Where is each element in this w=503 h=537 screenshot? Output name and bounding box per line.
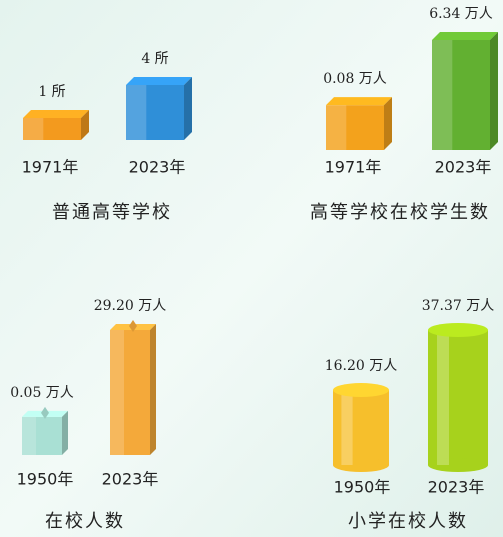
category-label: 1950年 (17, 470, 74, 489)
bar-highlight (22, 416, 36, 455)
bar (23, 118, 81, 140)
bar-bottom (428, 458, 488, 472)
bar-side (490, 32, 498, 150)
bar-side (184, 77, 192, 140)
bar (432, 40, 490, 150)
bar-highlight (126, 85, 147, 140)
bar (333, 390, 389, 465)
bar-highlight (432, 40, 453, 150)
chart-title: 普通高等学校 (52, 202, 172, 223)
bar-side (81, 110, 89, 140)
value-label: 0.05 万人 (10, 385, 74, 401)
bar-top (23, 110, 89, 118)
value-label: 16.20 万人 (325, 358, 398, 374)
category-label: 1950年 (334, 478, 391, 497)
bar-highlight (326, 105, 347, 150)
bar-highlight (437, 330, 449, 465)
chart-title: 高等学校在校学生数 (310, 202, 490, 223)
bar-top (126, 77, 192, 85)
bar-top (432, 32, 498, 40)
bar-gem (41, 406, 49, 419)
bar-gem (129, 320, 137, 332)
bar-top (428, 323, 488, 337)
bar (326, 105, 384, 150)
bar-highlight (23, 118, 44, 140)
bar (126, 85, 184, 140)
category-label: 1971年 (325, 158, 382, 177)
bar-highlight (341, 390, 353, 465)
bar-side (384, 97, 392, 150)
category-label: 1971年 (22, 158, 79, 177)
value-label: 37.37 万人 (422, 298, 495, 314)
value-label: 1 所 (38, 84, 65, 100)
chart-title: 在校人数 (45, 511, 125, 532)
category-label: 2023年 (102, 470, 159, 489)
bar-top (326, 97, 392, 106)
chart-title: 小学在校人数 (348, 511, 468, 532)
bar (22, 416, 62, 455)
bar (110, 330, 150, 455)
value-label: 29.20 万人 (94, 298, 167, 314)
bar (428, 330, 488, 465)
category-label: 2023年 (129, 158, 186, 177)
category-label: 2023年 (428, 478, 485, 497)
value-label: 4 所 (141, 51, 168, 67)
bar-highlight (110, 330, 124, 455)
category-label: 2023年 (435, 158, 492, 177)
bar-side (62, 410, 68, 455)
bar-bottom (333, 458, 389, 472)
value-label: 6.34 万人 (429, 6, 493, 22)
bar-side (150, 324, 156, 455)
value-label: 0.08 万人 (323, 71, 387, 87)
bar-top (333, 383, 389, 398)
